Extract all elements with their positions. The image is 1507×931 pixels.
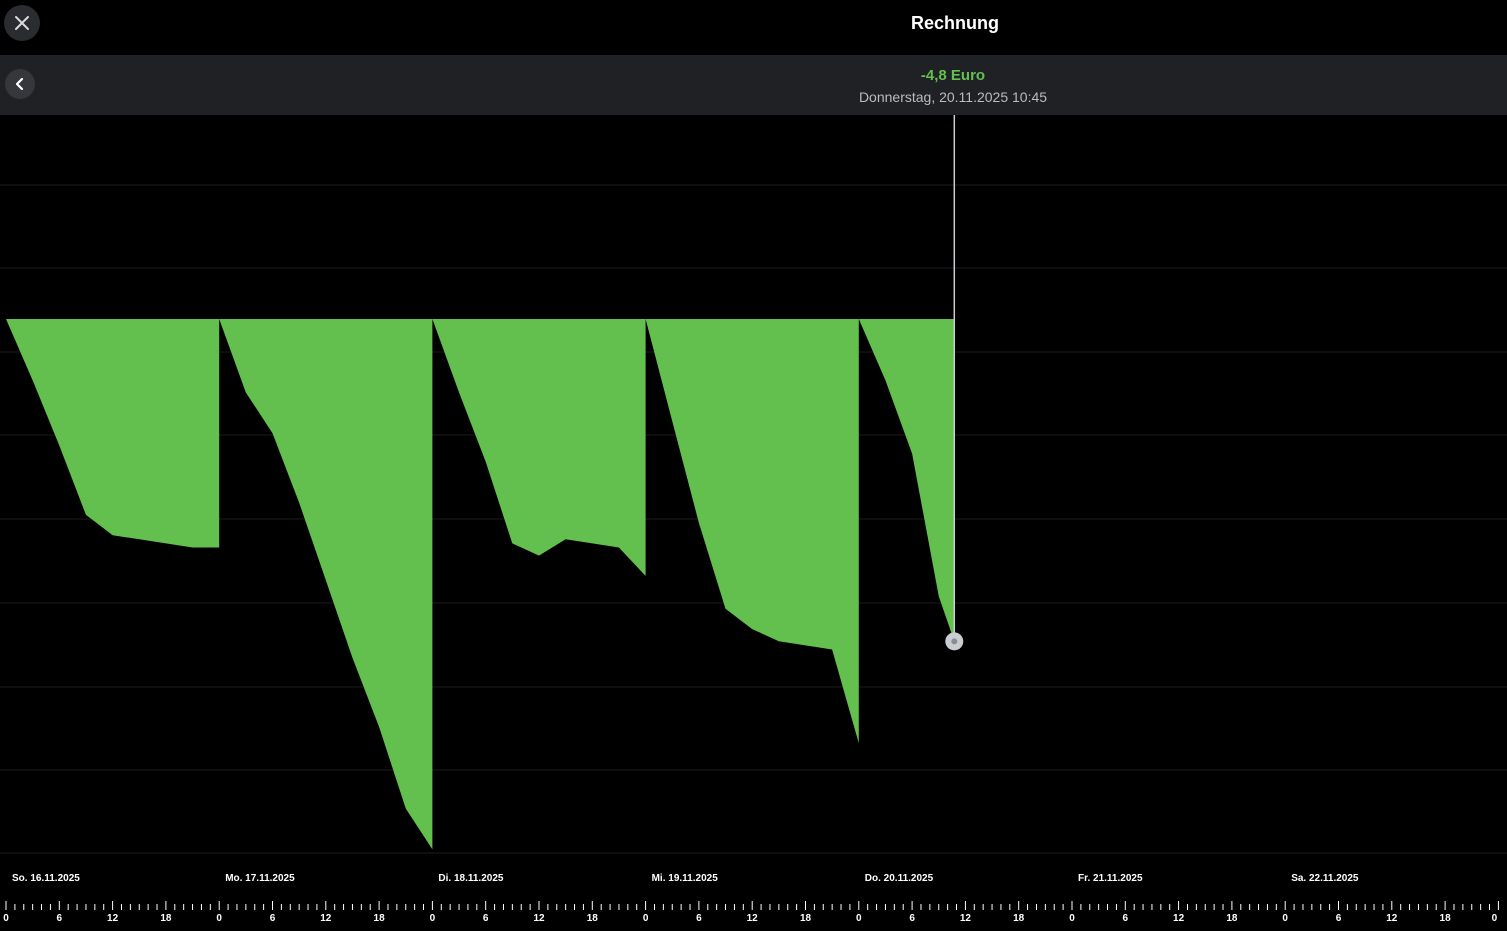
hour-label: 0: [1282, 913, 1288, 924]
chart-areas: [6, 319, 955, 850]
hour-label: 0: [430, 913, 436, 924]
hour-label: 12: [747, 913, 759, 924]
day-label: Mo. 17.11.2025: [225, 873, 295, 884]
day-label: Di. 18.11.2025: [438, 873, 503, 884]
hour-label: 0: [216, 913, 222, 924]
hour-label: 6: [696, 913, 702, 924]
hour-label: 18: [1226, 913, 1238, 924]
day-label: Sa. 22.11.2025: [1291, 873, 1359, 884]
hour-label: 0: [643, 913, 649, 924]
value-header: -4,8 Euro Donnerstag, 20.11.2025 10:45: [0, 55, 1507, 115]
day-label: Mi. 19.11.2025: [652, 873, 719, 884]
hour-label: 6: [270, 913, 276, 924]
hour-label: 0: [3, 913, 9, 924]
back-button[interactable]: [5, 69, 35, 99]
hour-label: 18: [587, 913, 599, 924]
day-label: Do. 20.11.2025: [865, 873, 934, 884]
hour-label: 12: [533, 913, 545, 924]
day-labels: So. 16.11.2025 Mo. 17.11.2025 Di. 18.11.20…: [12, 873, 1359, 884]
hour-label: 18: [1440, 913, 1452, 924]
hour-label: 12: [320, 913, 332, 924]
top-bar: Rechnung: [0, 0, 1507, 55]
hour-label: 0: [1492, 913, 1498, 924]
hour-label: 18: [160, 913, 172, 924]
cost-chart[interactable]: So. 16.11.2025 Mo. 17.11.2025 Di. 18.11.20…: [0, 115, 1507, 931]
hour-label: 12: [1173, 913, 1185, 924]
close-button[interactable]: [4, 5, 40, 41]
hour-label: 6: [1123, 913, 1129, 924]
cursor-handle-dot: [951, 638, 958, 645]
area-series-day-1: [219, 319, 433, 850]
hour-label: 6: [1336, 913, 1342, 924]
hour-label: 12: [107, 913, 119, 924]
selected-timestamp: Donnerstag, 20.11.2025 10:45: [858, 89, 1048, 105]
day-label: So. 16.11.2025: [12, 873, 80, 884]
close-icon: [15, 16, 29, 30]
chevron-left-icon: [15, 77, 24, 91]
hour-label: 6: [57, 913, 63, 924]
page-title-text: Rechnung: [911, 13, 999, 33]
hour-label: 12: [960, 913, 972, 924]
day-label: Fr. 21.11.2025: [1078, 873, 1143, 884]
hour-label: 12: [1386, 913, 1398, 924]
selected-value: -4,8 Euro: [920, 67, 986, 84]
hour-label: 6: [483, 913, 489, 924]
area-series-day-4: [858, 319, 955, 642]
chart-cursor[interactable]: [945, 115, 964, 651]
area-series-day-3: [645, 319, 859, 744]
hour-label: 18: [374, 913, 386, 924]
page-title: Rechnung: [0, 13, 1507, 34]
hour-label: 18: [1013, 913, 1025, 924]
area-series-day-0: [6, 319, 220, 548]
hour-label: 18: [800, 913, 812, 924]
hour-label: 0: [856, 913, 862, 924]
hour-label: 0: [1069, 913, 1075, 924]
area-series-day-2: [432, 319, 646, 576]
hour-label: 6: [909, 913, 915, 924]
hour-ticks: 0 6 12 18 0 6 12 18 0 6 12 18 0 6 12 18 0 6 12 18 0 6 12 18 0 6 12…: [3, 901, 1499, 924]
